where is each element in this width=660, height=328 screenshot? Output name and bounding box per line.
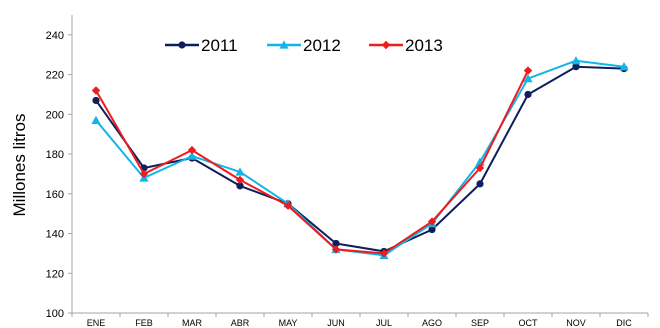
legend-item-2011: 2011: [165, 36, 238, 55]
legend: 2011 2012 2013: [165, 36, 443, 55]
data-point-2011: [428, 225, 436, 234]
y-tick-label: 220: [46, 70, 64, 82]
legend-label: 2011: [201, 36, 238, 55]
series-2013: [91, 66, 533, 258]
y-axis-ticks: 100 120 140 160 180 200 220 240: [46, 30, 72, 320]
data-point-2013: [427, 217, 437, 226]
x-tick-label: JUN: [327, 318, 345, 328]
data-point-2013: [91, 86, 101, 95]
x-tick-label: NOV: [566, 318, 586, 328]
x-tick-label: DIC: [616, 318, 632, 328]
data-point-2012: [619, 62, 629, 71]
x-tick-label: MAY: [279, 318, 298, 328]
data-point-2011: [92, 96, 100, 105]
series-line-2013: [95, 70, 529, 255]
y-tick-label: 100: [46, 308, 64, 320]
x-tick-label: ABR: [231, 318, 250, 328]
series-2012: [91, 56, 629, 260]
legend-marker: [381, 40, 391, 50]
x-tick-label: MAR: [182, 318, 203, 328]
data-point-2011: [524, 90, 532, 99]
x-tick-label: FEB: [135, 318, 153, 328]
y-tick-label: 120: [46, 268, 64, 280]
data-point-2012: [91, 115, 101, 124]
x-tick-label: SEP: [471, 318, 489, 328]
data-point-2013: [187, 145, 197, 155]
legend-marker: [279, 40, 289, 49]
data-point-2011: [476, 180, 484, 188]
data-point-2011: [236, 182, 244, 190]
y-tick-label: 140: [46, 229, 64, 241]
data-point-2012: [187, 151, 197, 160]
x-tick-label: OCT: [519, 318, 539, 328]
y-tick-label: 160: [46, 189, 64, 201]
data-point-2013: [475, 163, 485, 173]
data-point-2013: [523, 66, 533, 75]
x-axis-ticks: ENE FEB MAR ABR MAY JUN JUL AGO SEP OCT NOV DIC: [71, 313, 649, 328]
legend-marker: [178, 41, 186, 49]
legend-label: 2012: [303, 36, 341, 55]
data-point-2012: [235, 167, 245, 176]
y-axis-label: Millones litros: [10, 114, 29, 217]
data-point-2013: [379, 249, 389, 258]
legend-item-2013: 2013: [369, 36, 443, 55]
x-tick-label: JUL: [376, 318, 392, 328]
data-point-2012: [523, 73, 533, 83]
data-point-2011: [572, 63, 580, 71]
data-point-2013: [283, 201, 293, 210]
series-lines: [91, 56, 629, 260]
data-point-2012: [571, 56, 581, 65]
legend-label: 2013: [405, 36, 443, 55]
data-point-2013: [235, 175, 245, 185]
data-point-2013: [331, 245, 341, 254]
data-point-2011: [332, 239, 340, 248]
y-tick-label: 180: [46, 149, 64, 161]
x-tick-label: AGO: [422, 318, 442, 328]
y-tick-label: 240: [46, 30, 64, 42]
y-tick-label: 200: [46, 109, 64, 121]
legend-item-2012: 2012: [267, 36, 341, 55]
x-tick-label: ENE: [87, 318, 106, 328]
data-point-2013: [139, 169, 149, 179]
